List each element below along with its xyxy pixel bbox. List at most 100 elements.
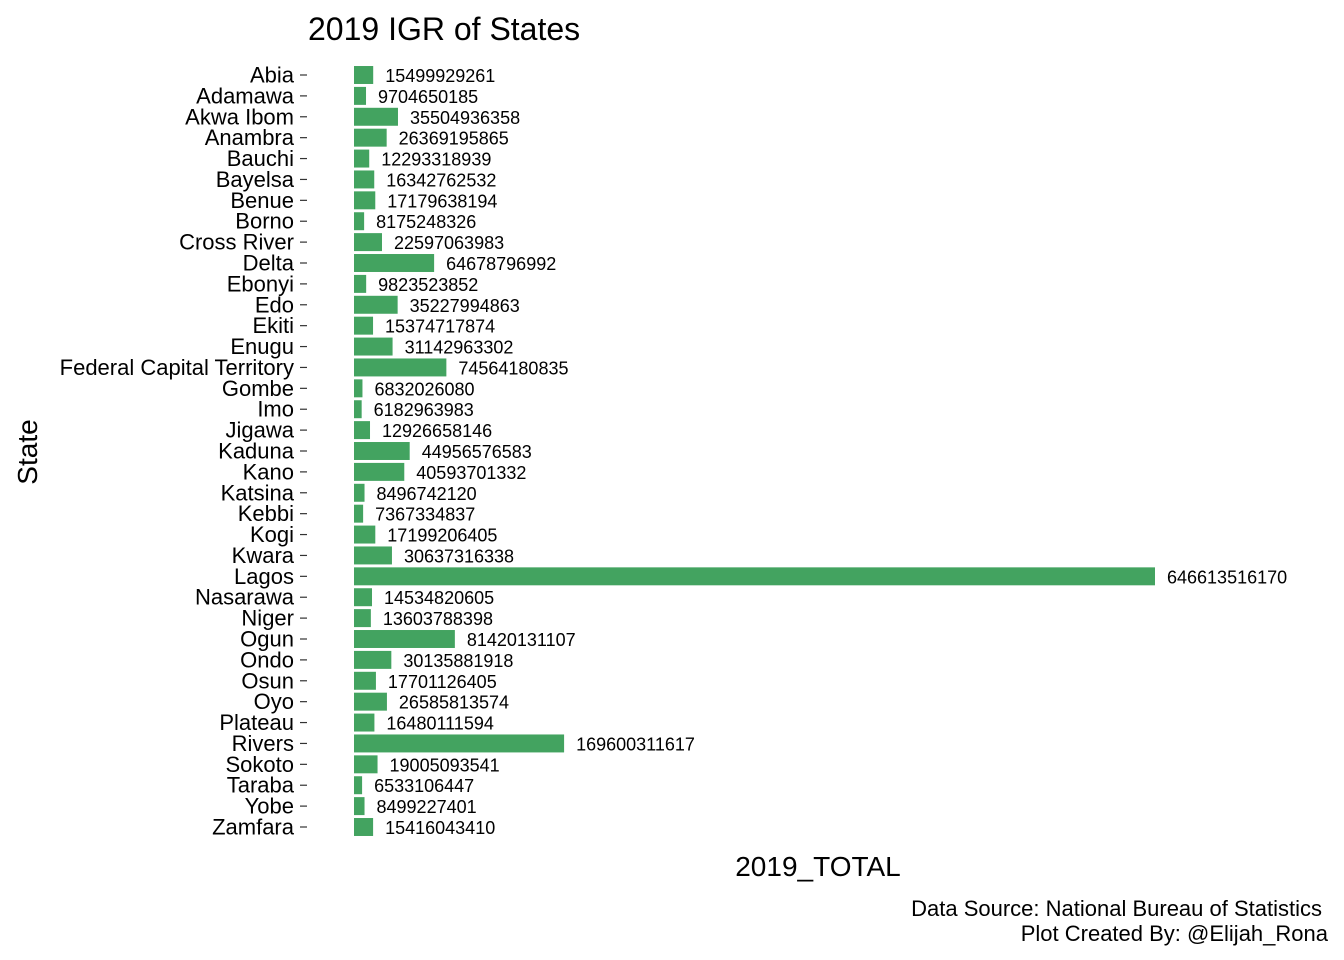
bar-ekiti	[354, 316, 374, 335]
data-label-oyo: 26585813574	[399, 693, 509, 713]
y-tick-label-gombe: Gombe	[222, 376, 294, 401]
y-tick-label-sokoto: Sokoto	[226, 752, 295, 777]
bar-borno	[354, 212, 365, 231]
y-tick-label-benue: Benue	[230, 188, 294, 213]
bar-oyo	[354, 692, 387, 711]
bar-gombe	[354, 379, 363, 398]
bar-plateau	[354, 713, 375, 732]
data-label-anambra: 26369195865	[399, 129, 509, 149]
data-label-benue: 17179638194	[387, 191, 497, 211]
bar-bauchi	[354, 149, 370, 168]
bar-katsina	[354, 483, 365, 502]
data-label-ogun: 81420131107	[467, 630, 576, 650]
data-label-plateau: 16480111594	[386, 714, 493, 734]
y-tick-label-borno: Borno	[235, 209, 294, 234]
data-label-zamfara: 15416043410	[385, 818, 495, 838]
bar-nasarawa	[354, 588, 373, 607]
data-label-taraba: 6533106447	[374, 776, 474, 796]
y-tick-label-oyo: Oyo	[254, 689, 294, 714]
y-tick-label-plateau: Plateau	[219, 710, 294, 735]
bar-niger	[354, 609, 371, 628]
y-tick-label-abia: Abia	[250, 63, 295, 88]
data-label-ekiti: 15374717874	[385, 317, 495, 337]
bar-benue	[354, 191, 376, 210]
bar-kogi	[354, 525, 376, 544]
y-tick-label-cross-river: Cross River	[179, 230, 294, 255]
bar-kebbi	[354, 504, 364, 523]
y-tick-label-lagos: Lagos	[234, 564, 294, 589]
y-tick-label-ekiti: Ekiti	[252, 313, 294, 338]
y-tick-label-kaduna: Kaduna	[218, 439, 295, 464]
x-axis-title: 2019_TOTAL	[735, 851, 901, 882]
bar-delta	[354, 254, 435, 272]
data-label-ondo: 30135881918	[403, 651, 513, 671]
y-tick-label-rivers: Rivers	[232, 731, 294, 756]
bar-ebonyi	[354, 274, 367, 293]
data-label-lagos: 646613516170	[1167, 567, 1287, 587]
data-label-yobe: 8499227401	[377, 797, 477, 817]
bar-taraba	[354, 776, 363, 795]
y-tick-label-bayelsa: Bayelsa	[216, 167, 295, 192]
data-label-niger: 13603788398	[383, 609, 493, 629]
bar-edo	[354, 295, 398, 314]
bar-rivers	[354, 734, 565, 753]
y-tick-label-osun: Osun	[241, 668, 294, 693]
y-tick-label-bauchi: Bauchi	[227, 146, 294, 171]
bar-akwa-ibom	[354, 107, 398, 126]
y-tick-label-kebbi: Kebbi	[238, 501, 294, 526]
data-label-bayelsa: 16342762532	[386, 170, 496, 190]
data-label-abia: 15499929261	[385, 66, 495, 86]
data-label-cross-river: 22597063983	[394, 233, 504, 253]
data-label-kebbi: 7367334837	[375, 505, 475, 525]
bar-adamawa	[354, 86, 367, 105]
data-label-enugu: 31142963302	[405, 338, 514, 358]
bar-series	[354, 66, 1155, 836]
data-label-osun: 17701126405	[388, 672, 497, 692]
bar-sokoto	[354, 755, 378, 774]
bar-osun	[354, 671, 376, 690]
y-tick-label-katsina: Katsina	[221, 480, 295, 505]
bar-anambra	[354, 128, 387, 147]
y-tick-label-zamfara: Zamfara	[212, 815, 295, 840]
y-tick-label-niger: Niger	[241, 606, 294, 631]
bar-jigawa	[354, 421, 371, 440]
data-label-kogi: 17199206405	[387, 526, 497, 546]
y-tick-label-kwara: Kwara	[232, 543, 295, 568]
bar-ogun	[354, 630, 455, 648]
y-tick-label-nasarawa: Nasarawa	[195, 585, 295, 610]
data-label-sokoto: 19005093541	[390, 755, 500, 775]
bar-kano	[354, 462, 405, 481]
data-label-kano: 40593701332	[416, 463, 526, 483]
bar-federal-capital-territory	[354, 358, 447, 377]
data-label-ebonyi: 9823523852	[378, 275, 478, 295]
data-label-nasarawa: 14534820605	[384, 588, 494, 608]
bar-cross-river	[354, 233, 382, 252]
data-label-rivers: 169600311617	[576, 734, 695, 754]
data-label-adamawa: 9704650185	[378, 87, 478, 107]
bar-bayelsa	[354, 170, 375, 189]
data-label-bauchi: 12293318939	[381, 150, 491, 170]
caption-source: Data Source: National Bureau of Statisti…	[911, 896, 1322, 921]
y-tick-label-adamawa: Adamawa	[196, 83, 295, 108]
data-label-federal-capital-territory: 74564180835	[458, 358, 568, 378]
data-label-kaduna: 44956576583	[422, 442, 532, 462]
chart-title: 2019 IGR of States	[308, 11, 580, 47]
y-tick-label-kogi: Kogi	[250, 522, 294, 547]
y-tick-label-ebonyi: Ebonyi	[227, 271, 294, 296]
data-label-katsina: 8496742120	[377, 484, 477, 504]
y-tick-label-delta: Delta	[243, 251, 295, 276]
y-tick-label-ondo: Ondo	[240, 647, 294, 672]
y-tick-label-akwa-ibom: Akwa Ibom	[185, 104, 294, 129]
caption-author: Plot Created By: @Elijah_Rona	[1021, 921, 1329, 946]
data-label-delta: 64678796992	[446, 254, 556, 274]
y-tick-label-jigawa: Jigawa	[226, 418, 295, 443]
y-tick-label-edo: Edo	[255, 292, 294, 317]
data-label-akwa-ibom: 35504936358	[410, 108, 520, 128]
y-tick-label-anambra: Anambra	[205, 125, 295, 150]
bar-imo	[354, 400, 362, 419]
data-label-gombe: 6832026080	[374, 379, 474, 399]
bar-abia	[354, 66, 374, 84]
y-axis-title: State	[12, 419, 43, 484]
bar-enugu	[354, 337, 393, 356]
